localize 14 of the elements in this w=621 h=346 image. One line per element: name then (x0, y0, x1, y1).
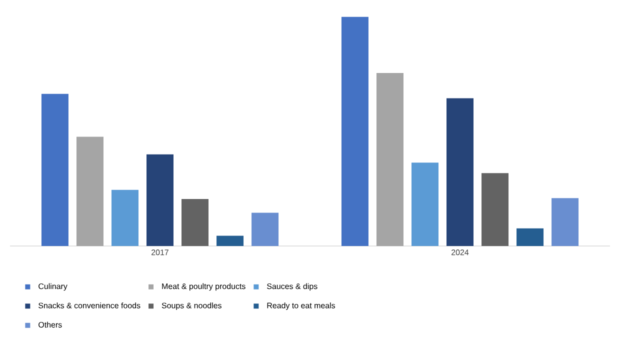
bar (216, 236, 244, 246)
bar (146, 154, 174, 246)
bar (111, 190, 138, 246)
bar (182, 199, 209, 246)
bar (482, 173, 509, 246)
bar (341, 16, 368, 246)
bar (411, 162, 438, 246)
bar (252, 212, 279, 246)
bar (41, 94, 68, 246)
bar (552, 198, 579, 246)
bar (376, 73, 404, 246)
bar (516, 228, 544, 246)
bar (446, 98, 474, 246)
bar (76, 136, 104, 246)
